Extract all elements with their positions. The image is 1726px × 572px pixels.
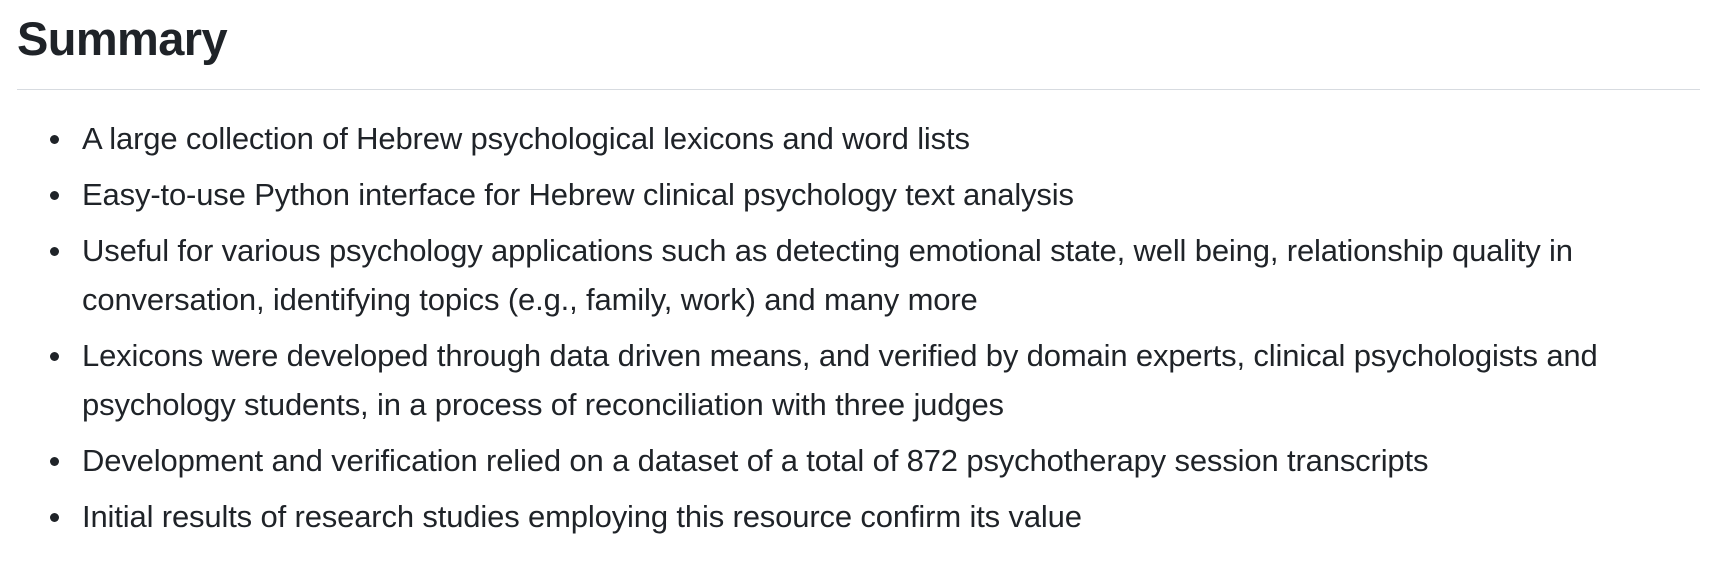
summary-item-text: Useful for various psychology applicatio…	[82, 233, 1573, 317]
summary-item-text: Development and verification relied on a…	[82, 443, 1429, 478]
summary-item-text: Easy-to-use Python interface for Hebrew …	[82, 177, 1074, 212]
summary-list-item: A large collection of Hebrew psychologic…	[17, 114, 1682, 163]
summary-item-text: Initial results of research studies empl…	[82, 499, 1082, 534]
summary-list-item: Initial results of research studies empl…	[17, 492, 1682, 541]
bullet-icon	[50, 457, 59, 466]
summary-list-item: Lexicons were developed through data dri…	[17, 331, 1682, 429]
summary-heading: Summary	[17, 12, 228, 65]
bullet-icon	[50, 513, 59, 522]
bullet-icon	[50, 191, 59, 200]
bullet-icon	[50, 247, 59, 256]
summary-list-item: Development and verification relied on a…	[17, 436, 1682, 485]
summary-list-item: Useful for various psychology applicatio…	[17, 226, 1682, 324]
heading-divider	[17, 89, 1700, 90]
summary-list-item: Easy-to-use Python interface for Hebrew …	[17, 170, 1682, 219]
summary-item-text: A large collection of Hebrew psychologic…	[82, 121, 970, 156]
summary-list: A large collection of Hebrew psychologic…	[17, 114, 1682, 541]
bullet-icon	[50, 352, 59, 361]
bullet-icon	[50, 135, 59, 144]
summary-item-text: Lexicons were developed through data dri…	[82, 338, 1598, 422]
